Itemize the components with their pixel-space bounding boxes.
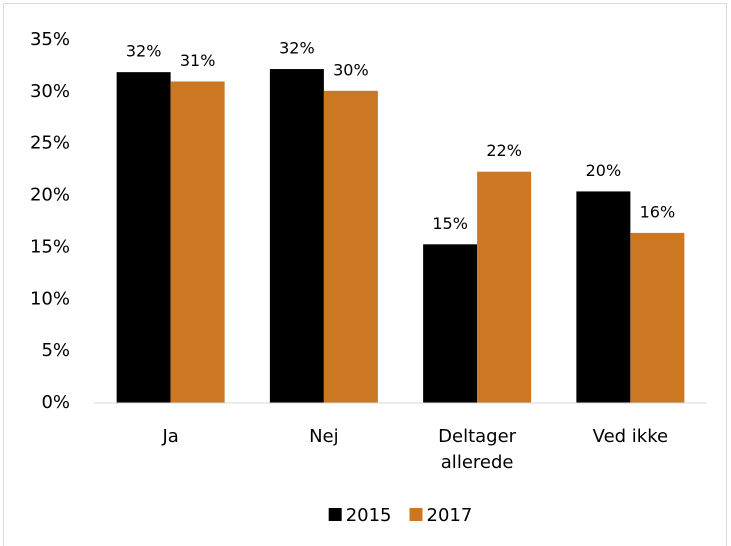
value-label: 20% — [586, 161, 622, 180]
bar — [170, 81, 225, 403]
legend: 2015 2017 — [328, 505, 473, 526]
y-tick-label: 5% — [41, 340, 70, 361]
value-label: 22% — [486, 141, 522, 160]
bar — [576, 191, 631, 403]
legend-swatch — [409, 508, 423, 521]
x-tick-label: Ved ikke — [593, 426, 668, 447]
y-tick-label: 30% — [30, 81, 70, 102]
y-tick-label: 15% — [30, 236, 70, 257]
bar — [269, 69, 324, 403]
bar — [477, 171, 532, 403]
bar — [323, 90, 378, 403]
legend-label: 2017 — [427, 505, 473, 526]
x-tick-label: Deltager allerede — [438, 426, 517, 473]
legend-label: 2015 — [346, 505, 392, 526]
bar — [630, 232, 685, 403]
x-tick-label: Ja — [161, 426, 178, 447]
bar — [116, 72, 171, 403]
value-label: 32% — [126, 42, 162, 61]
chart-border — [3, 3, 727, 546]
legend-swatch — [328, 508, 342, 521]
value-label: 16% — [640, 202, 676, 221]
value-label: 30% — [333, 60, 369, 79]
x-tick-label: Nej — [309, 426, 339, 447]
value-label: 15% — [432, 214, 468, 233]
bar — [423, 244, 478, 403]
y-tick-label: 0% — [41, 392, 70, 413]
y-tick-label: 10% — [30, 288, 70, 309]
y-tick-label: 20% — [30, 185, 70, 206]
y-tick-label: 25% — [30, 133, 70, 154]
value-label: 32% — [279, 39, 315, 58]
value-label: 31% — [180, 51, 216, 70]
y-tick-label: 35% — [30, 29, 70, 50]
